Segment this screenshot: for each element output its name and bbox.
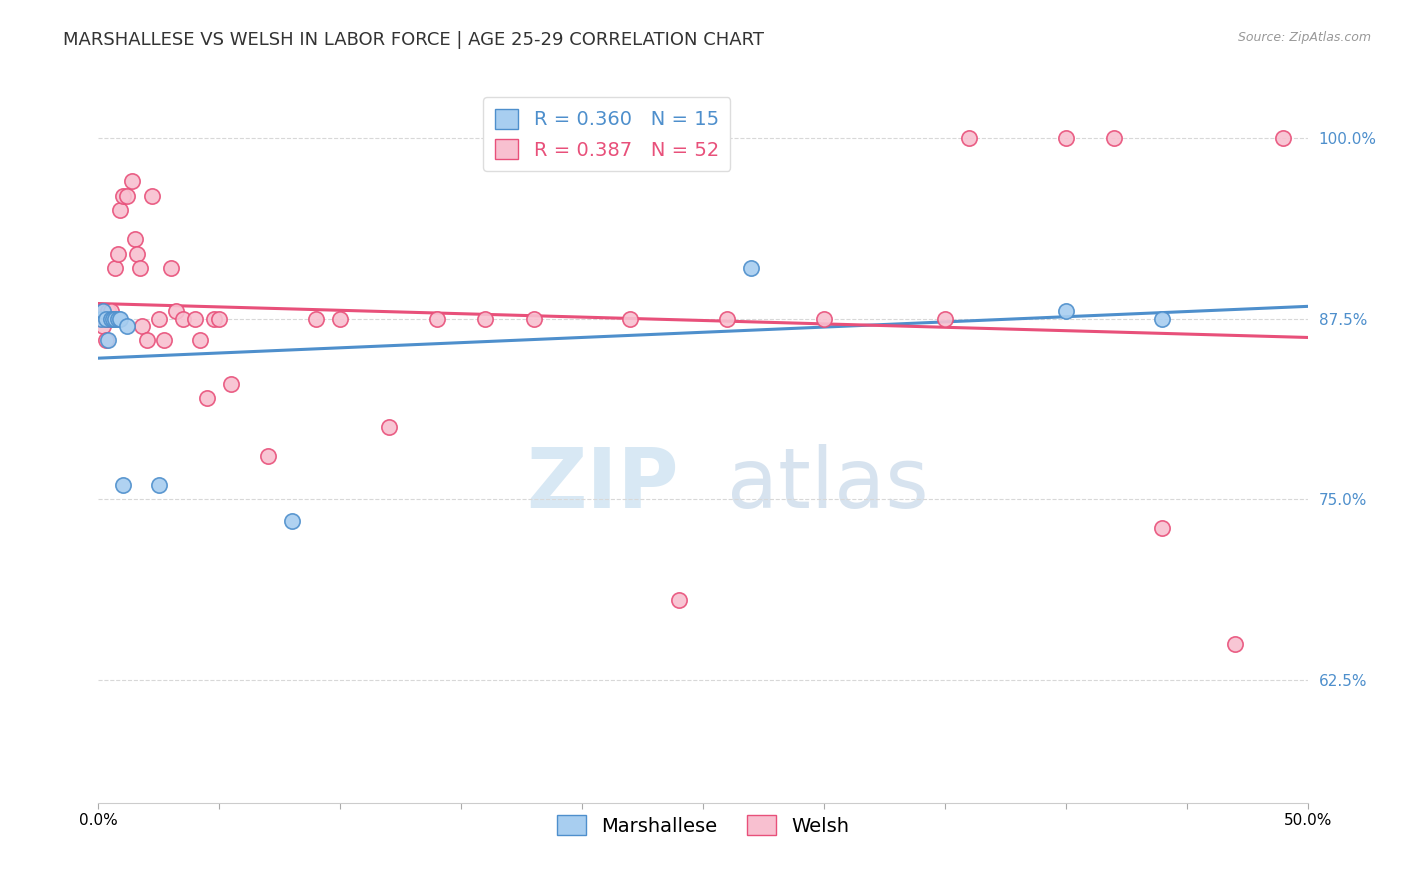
- Point: [474, 311, 496, 326]
- Point: [111, 189, 134, 203]
- Point: [117, 189, 139, 203]
- Point: [104, 311, 127, 326]
- Point: [107, 311, 129, 326]
- Point: [934, 311, 956, 326]
- Text: MARSHALLESE VS WELSH IN LABOR FORCE | AGE 25-29 CORRELATION CHART: MARSHALLESE VS WELSH IN LABOR FORCE | AG…: [63, 31, 765, 49]
- Point: [184, 311, 207, 326]
- Point: [94, 311, 117, 326]
- Point: [101, 311, 124, 326]
- Point: [1272, 131, 1295, 145]
- Text: Source: ZipAtlas.com: Source: ZipAtlas.com: [1237, 31, 1371, 45]
- Point: [160, 261, 183, 276]
- Point: [127, 246, 149, 260]
- Point: [128, 261, 150, 276]
- Point: [108, 311, 131, 326]
- Point: [152, 334, 174, 348]
- Text: ZIP: ZIP: [526, 444, 679, 525]
- Point: [256, 449, 278, 463]
- Point: [172, 311, 194, 326]
- Point: [204, 311, 226, 326]
- Point: [91, 304, 114, 318]
- Point: [97, 334, 120, 348]
- Point: [1152, 311, 1174, 326]
- Point: [208, 311, 231, 326]
- Point: [91, 304, 114, 318]
- Point: [281, 514, 304, 528]
- Point: [619, 311, 641, 326]
- Point: [195, 391, 218, 405]
- Point: [740, 261, 762, 276]
- Point: [813, 311, 835, 326]
- Point: [124, 232, 146, 246]
- Point: [101, 311, 124, 326]
- Point: [117, 318, 139, 333]
- Point: [377, 420, 399, 434]
- Point: [100, 311, 122, 326]
- Point: [957, 131, 980, 145]
- Point: [90, 311, 112, 326]
- Point: [141, 189, 163, 203]
- Point: [100, 304, 122, 318]
- Point: [90, 311, 112, 326]
- Point: [1152, 521, 1174, 535]
- Point: [188, 334, 211, 348]
- Point: [305, 311, 328, 326]
- Point: [94, 311, 117, 326]
- Point: [131, 318, 153, 333]
- Text: atlas: atlas: [727, 444, 929, 525]
- Point: [221, 376, 243, 391]
- Point: [90, 310, 112, 325]
- Point: [135, 334, 157, 348]
- Point: [97, 304, 120, 318]
- Point: [104, 261, 127, 276]
- Point: [716, 311, 738, 326]
- Point: [1054, 304, 1077, 318]
- Point: [121, 174, 143, 188]
- Point: [108, 203, 131, 218]
- Point: [1223, 637, 1246, 651]
- Point: [94, 334, 117, 348]
- Point: [165, 304, 187, 318]
- Point: [148, 311, 170, 326]
- Point: [1054, 131, 1077, 145]
- Point: [426, 311, 449, 326]
- Point: [148, 478, 170, 492]
- Legend: Marshallese, Welsh: Marshallese, Welsh: [548, 807, 858, 844]
- Point: [523, 311, 546, 326]
- Point: [111, 478, 134, 492]
- Point: [1102, 131, 1125, 145]
- Point: [668, 593, 690, 607]
- Point: [97, 311, 120, 326]
- Point: [329, 311, 352, 326]
- Point: [91, 318, 114, 333]
- Point: [100, 311, 122, 326]
- Point: [107, 246, 129, 260]
